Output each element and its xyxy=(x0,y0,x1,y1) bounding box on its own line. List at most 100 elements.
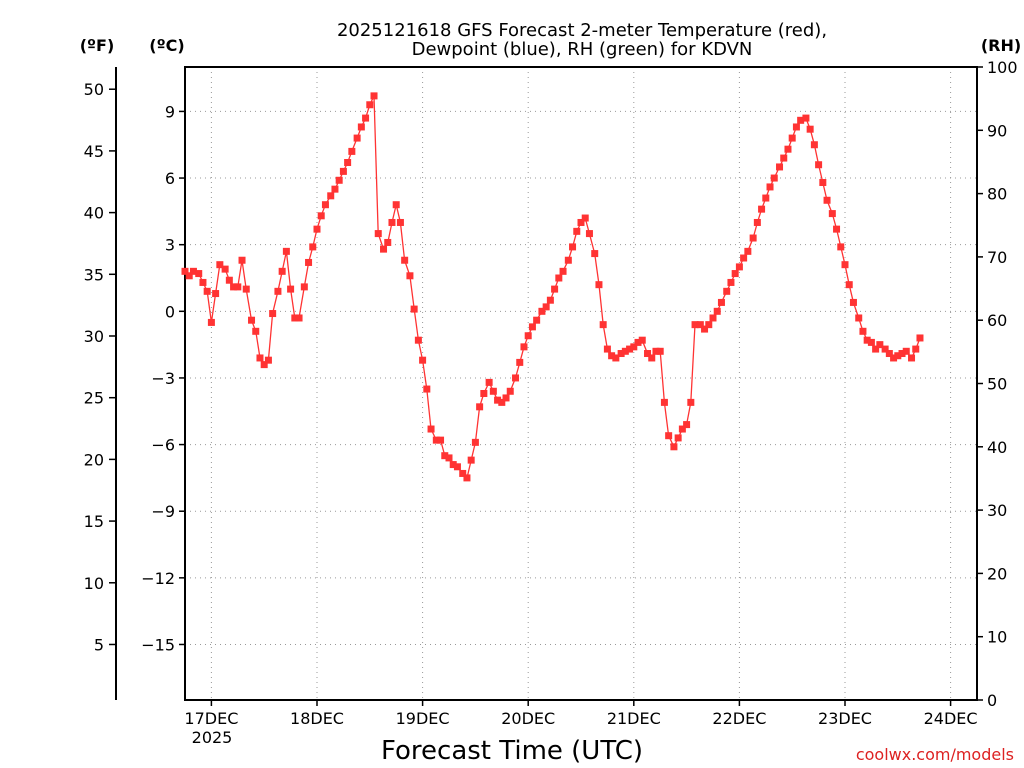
data-point-temperature xyxy=(313,225,321,233)
unit-label-f: (ºF) xyxy=(80,36,115,55)
data-point-temperature xyxy=(252,327,260,335)
data-point-temperature xyxy=(459,469,467,477)
c-axis-tick-label: −3 xyxy=(151,369,175,388)
data-point-temperature xyxy=(489,387,497,395)
data-point-temperature xyxy=(859,327,867,335)
data-point-temperature xyxy=(652,347,660,355)
data-point-temperature xyxy=(735,263,743,271)
data-point-temperature xyxy=(370,92,378,100)
data-point-temperature xyxy=(432,436,440,444)
plot-frame xyxy=(184,66,978,701)
data-point-temperature xyxy=(212,290,220,298)
data-point-temperature xyxy=(660,398,668,406)
data-point-temperature xyxy=(912,345,920,353)
data-point-temperature xyxy=(573,227,581,235)
data-point-temperature xyxy=(396,218,404,226)
data-point-temperature xyxy=(701,325,709,333)
x-axis-tick-label: 20DEC xyxy=(501,709,555,728)
data-point-temperature xyxy=(256,354,264,362)
data-point-temperature xyxy=(709,314,717,322)
c-axis-tick-label: 9 xyxy=(165,102,175,121)
data-point-temperature xyxy=(713,307,721,315)
data-point-temperature xyxy=(744,247,752,255)
f-axis-tick-label: 25 xyxy=(84,389,104,408)
c-axis-tick-label: 3 xyxy=(165,236,175,255)
data-point-temperature xyxy=(806,125,814,133)
data-point-temperature xyxy=(819,178,827,186)
data-point-temperature xyxy=(776,163,784,171)
data-point-temperature xyxy=(577,218,585,226)
data-point-temperature xyxy=(770,174,778,182)
data-point-temperature xyxy=(674,434,682,442)
data-point-temperature xyxy=(410,305,418,313)
data-point-temperature xyxy=(327,192,335,200)
data-point-temperature xyxy=(749,234,757,242)
data-point-temperature xyxy=(317,212,325,220)
data-point-temperature xyxy=(780,154,788,162)
c-axis-tick-label: −6 xyxy=(151,436,175,455)
data-point-temperature xyxy=(792,123,800,131)
data-point-temperature xyxy=(644,350,652,358)
data-point-temperature xyxy=(357,123,365,131)
data-point-temperature xyxy=(542,303,550,311)
data-point-temperature xyxy=(890,354,898,362)
data-point-temperature xyxy=(788,134,796,142)
data-point-temperature xyxy=(656,347,664,355)
data-point-temperature xyxy=(300,283,308,291)
data-point-temperature xyxy=(533,316,541,324)
data-point-temperature xyxy=(339,167,347,175)
x-axis-tick-label: 24DEC xyxy=(924,709,978,728)
x-year-label: 2025 xyxy=(192,728,233,747)
data-point-temperature xyxy=(520,343,528,351)
c-axis-tick-label: −12 xyxy=(141,569,175,588)
f-axis-tick-label: 35 xyxy=(84,265,104,284)
data-point-temperature xyxy=(524,332,532,340)
data-point-temperature xyxy=(274,287,282,295)
data-point-temperature xyxy=(419,356,427,364)
data-point-temperature xyxy=(401,256,409,264)
data-point-temperature xyxy=(362,114,370,122)
data-point-temperature xyxy=(612,354,620,362)
data-point-temperature xyxy=(463,474,471,482)
data-point-temperature xyxy=(683,421,691,429)
data-point-temperature xyxy=(634,338,642,346)
unit-label-c: (ºC) xyxy=(149,36,184,55)
data-point-temperature xyxy=(380,245,388,253)
data-point-temperature xyxy=(374,230,382,238)
data-point-temperature xyxy=(841,261,849,269)
data-point-temperature xyxy=(216,261,224,269)
rh-axis-tick-label: 40 xyxy=(987,438,1007,457)
data-point-temperature xyxy=(559,267,567,275)
data-point-temperature xyxy=(564,256,572,264)
data-point-temperature xyxy=(207,318,215,326)
data-point-temperature xyxy=(282,247,290,255)
data-point-temperature xyxy=(810,141,818,149)
data-point-temperature xyxy=(264,356,272,364)
data-point-temperature xyxy=(802,114,810,122)
data-point-temperature xyxy=(476,403,484,411)
data-point-temperature xyxy=(388,218,396,226)
data-point-temperature xyxy=(234,283,242,291)
data-point-temperature xyxy=(555,274,563,282)
data-point-temperature xyxy=(762,194,770,202)
c-axis-tick-label: −9 xyxy=(151,502,175,521)
f-axis-tick-label: 45 xyxy=(84,142,104,161)
data-point-temperature xyxy=(546,296,554,304)
data-point-temperature xyxy=(691,321,699,329)
data-point-temperature xyxy=(406,272,414,280)
f-axis-tick-label: 40 xyxy=(84,204,104,223)
x-axis-label: Forecast Time (UTC) xyxy=(381,736,643,766)
rh-axis-tick-label: 90 xyxy=(987,121,1007,140)
data-point-temperature xyxy=(881,345,889,353)
data-point-temperature xyxy=(238,256,246,264)
data-point-temperature xyxy=(823,196,831,204)
data-point-temperature xyxy=(199,278,207,286)
data-point-temperature xyxy=(908,354,916,362)
x-axis-tick-label: 19DEC xyxy=(396,709,450,728)
data-point-temperature xyxy=(441,452,449,460)
data-point-temperature xyxy=(727,278,735,286)
data-point-temperature xyxy=(815,161,823,169)
data-point-temperature xyxy=(467,456,475,464)
data-point-temperature xyxy=(894,352,902,360)
